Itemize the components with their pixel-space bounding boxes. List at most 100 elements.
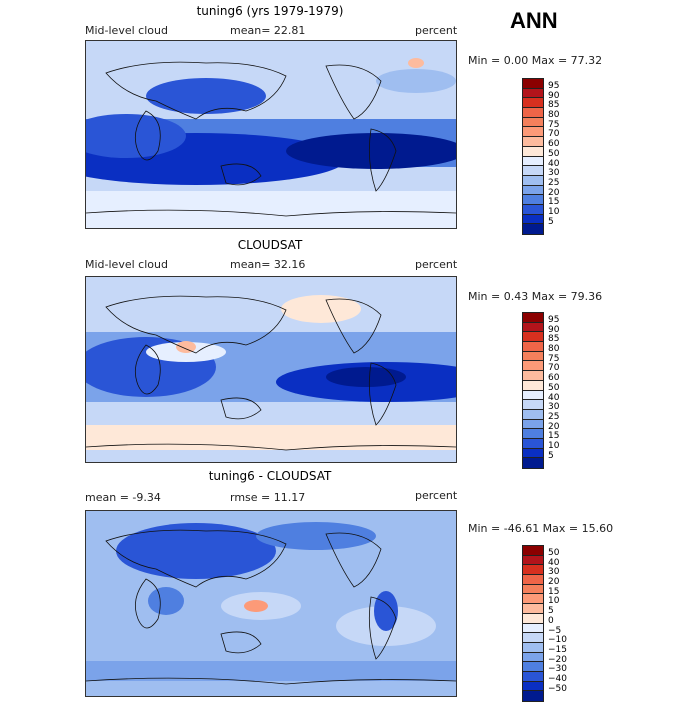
colorbar-swatch: [523, 662, 543, 672]
colorbar-tick-label: 5: [548, 450, 554, 461]
panel3-rmse: rmse = 11.17: [230, 491, 306, 504]
panel1-colorbar: [522, 78, 544, 235]
colorbar-swatch: [523, 400, 543, 410]
panel3-map-svg: [86, 511, 456, 696]
season-label: ANN: [510, 8, 558, 33]
colorbar-tick-label: 15: [548, 586, 560, 597]
colorbar-tick-label: 85: [548, 100, 560, 111]
colorbar-swatch: [523, 195, 543, 205]
colorbar-tick-label: 95: [548, 315, 560, 325]
colorbar-swatch: [523, 429, 543, 439]
colorbar-tick-label: −50: [548, 683, 567, 694]
colorbar-tick-label: 20: [548, 187, 560, 198]
panel3-units: percent: [415, 489, 458, 502]
colorbar-tick-label: −40: [548, 673, 567, 684]
colorbar-tick-label: 50: [548, 548, 560, 558]
colorbar-swatch: [523, 652, 543, 663]
colorbar-swatch: [523, 117, 543, 128]
colorbar-swatch: [523, 204, 543, 215]
colorbar-tick-label: 90: [548, 90, 560, 101]
colorbar-swatch: [523, 175, 543, 186]
colorbar-tick-label: 75: [548, 119, 560, 130]
colorbar-swatch: [523, 79, 543, 89]
colorbar-swatch: [523, 633, 543, 643]
colorbar-swatch: [523, 88, 543, 99]
colorbar-swatch: [523, 642, 543, 653]
colorbar-swatch: [523, 584, 543, 595]
colorbar-swatch: [523, 361, 543, 372]
colorbar-swatch: [523, 623, 543, 634]
colorbar-swatch: [523, 137, 543, 147]
colorbar-swatch: [523, 681, 543, 692]
colorbar-tick-label: 15: [548, 431, 560, 442]
colorbar-tick-label: 10: [548, 206, 560, 217]
colorbar-swatch: [523, 332, 543, 343]
panel1-minmax: Min = 0.00 Max = 77.32: [468, 54, 603, 67]
colorbar-tick-label: 50: [548, 148, 560, 159]
panel2-title: CLOUDSAT: [237, 238, 303, 252]
colorbar-swatch: [523, 390, 543, 401]
colorbar-swatch: [523, 546, 543, 556]
panel2-map: [85, 276, 457, 463]
colorbar-tick-label: 40: [548, 557, 560, 568]
colorbar-tick-label: 25: [548, 177, 560, 188]
colorbar-tick-label: 75: [548, 353, 560, 364]
colorbar-swatch: [523, 691, 543, 701]
colorbar-swatch: [523, 565, 543, 576]
colorbar-swatch: [523, 555, 543, 566]
panel2-variable: Mid-level cloud: [85, 258, 168, 271]
colorbar-tick-label: 50: [548, 382, 560, 393]
colorbar-tick-label: 20: [548, 421, 560, 432]
panel3-colorbar: [522, 545, 544, 702]
colorbar-swatch: [523, 108, 543, 118]
colorbar-tick-label: −30: [548, 664, 567, 675]
colorbar-swatch: [523, 98, 543, 109]
panel1-map-svg: [86, 41, 456, 228]
colorbar-swatch: [523, 224, 543, 234]
colorbar-tick-label: 60: [548, 373, 560, 384]
colorbar-tick-label: 70: [548, 129, 560, 140]
colorbar-swatch: [523, 214, 543, 225]
colorbar-tick-label: 70: [548, 363, 560, 374]
colorbar-swatch: [523, 604, 543, 614]
colorbar-tick-label: 40: [548, 392, 560, 403]
colorbar-tick-label: −5: [548, 625, 562, 636]
colorbar-tick-label: 60: [548, 139, 560, 150]
colorbar-tick-label: 90: [548, 324, 560, 335]
colorbar-swatch: [523, 322, 543, 333]
colorbar-tick-label: −15: [548, 644, 567, 655]
colorbar-tick-label: 85: [548, 334, 560, 345]
colorbar-tick-label: 80: [548, 344, 560, 355]
colorbar-tick-label: 5: [548, 216, 554, 227]
panel1-units: percent: [415, 24, 458, 37]
colorbar-swatch: [523, 166, 543, 176]
colorbar-swatch: [523, 419, 543, 430]
colorbar-swatch: [523, 409, 543, 420]
panel2-map-svg: [86, 277, 456, 462]
colorbar-swatch: [523, 613, 543, 624]
colorbar-swatch: [523, 313, 543, 323]
panel2-units: percent: [415, 258, 458, 271]
colorbar-tick-label: 95: [548, 81, 560, 91]
colorbar-swatch: [523, 458, 543, 468]
colorbar-tick-label: 10: [548, 596, 560, 607]
colorbar-tick-label: −20: [548, 654, 567, 665]
panel3-title: tuning6 - CLOUDSAT: [208, 469, 332, 483]
colorbar-tick-label: −10: [548, 635, 567, 646]
colorbar-swatch: [523, 371, 543, 381]
panel3-map: [85, 510, 457, 697]
colorbar-tick-label: 80: [548, 110, 560, 121]
colorbar-tick-label: 0: [548, 615, 554, 626]
colorbar-tick-label: 10: [548, 440, 560, 451]
colorbar-swatch: [523, 380, 543, 391]
colorbar-swatch: [523, 127, 543, 138]
colorbar-tick-label: 25: [548, 411, 560, 422]
panel1-mean: mean= 22.81: [230, 24, 306, 37]
colorbar-tick-label: 40: [548, 158, 560, 169]
colorbar-tick-label: 5: [548, 606, 554, 617]
colorbar-tick-label: 30: [548, 402, 560, 413]
colorbar-swatch: [523, 146, 543, 157]
colorbar-swatch: [523, 438, 543, 449]
panel2-colorbar: [522, 312, 544, 469]
colorbar-tick-label: 20: [548, 577, 560, 588]
